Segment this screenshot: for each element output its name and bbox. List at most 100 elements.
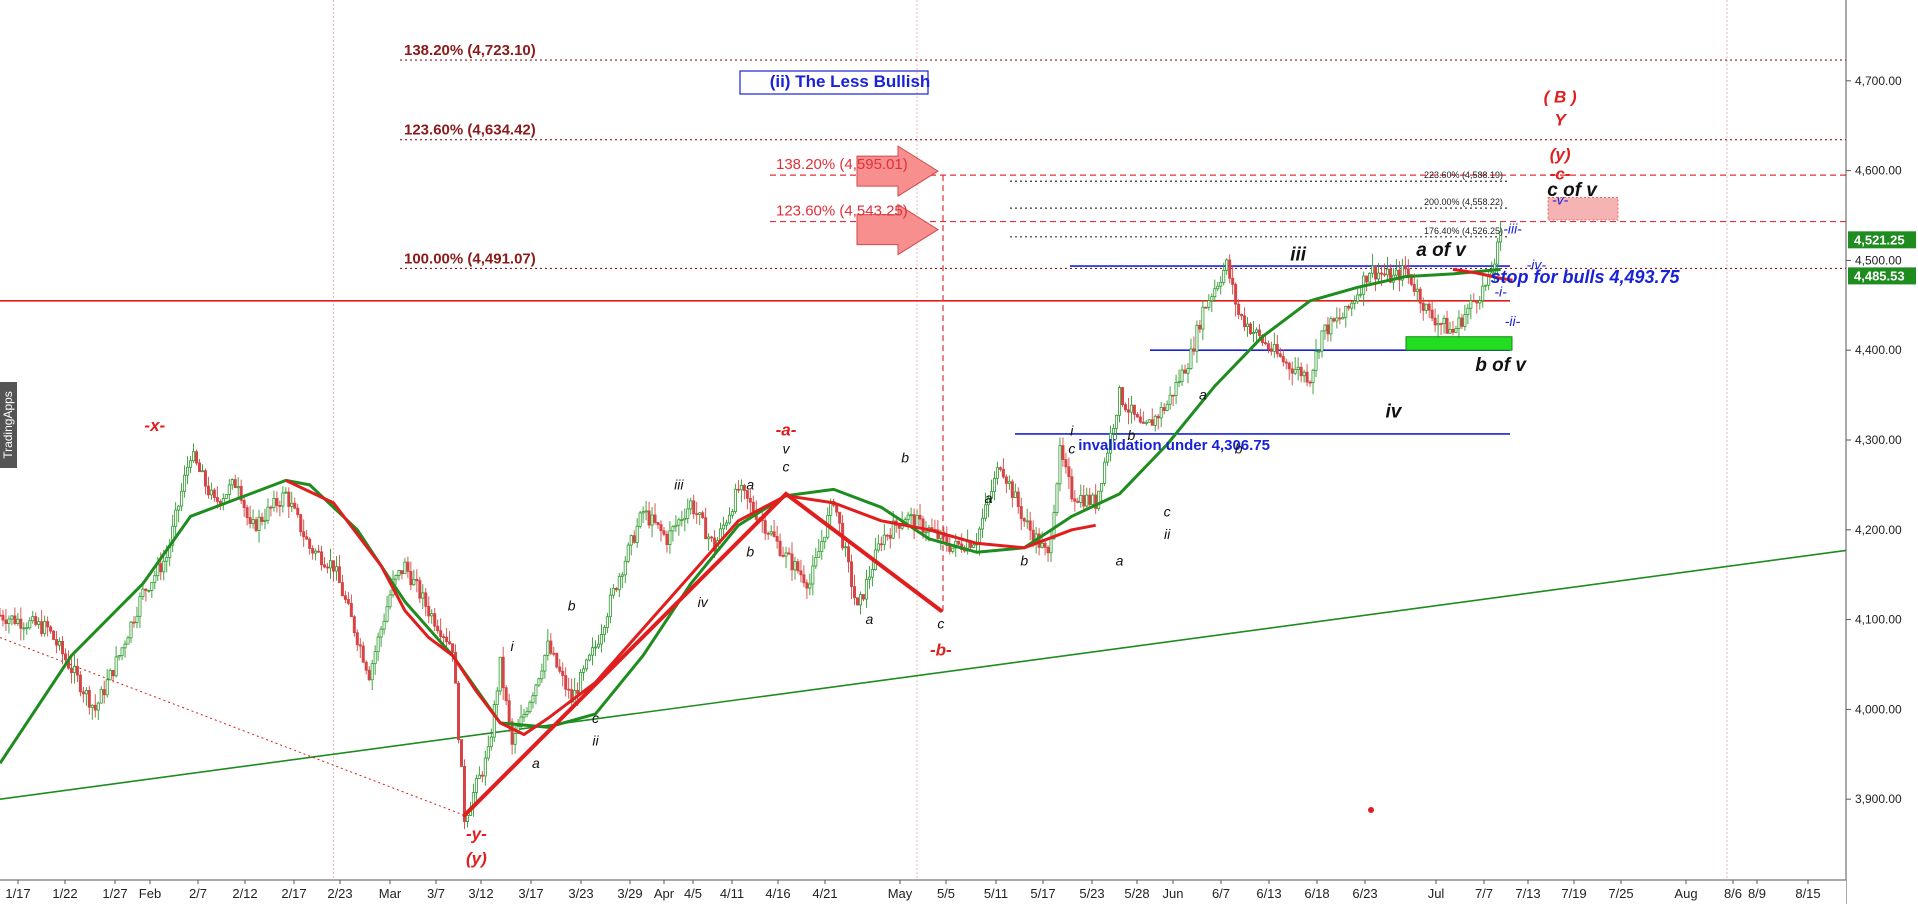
wave-label: -v-: [1552, 192, 1569, 208]
candle-body: [695, 513, 699, 516]
candle-body: [823, 536, 827, 543]
candle-body: [1222, 270, 1226, 283]
candle-body: [75, 666, 79, 676]
candle-body: [677, 519, 681, 526]
candle-body: [388, 594, 392, 608]
candle-body: [1213, 288, 1217, 298]
candle-body: [358, 644, 362, 647]
level-label: 100.00% (4,491.07): [404, 250, 536, 267]
candle-body: [576, 689, 580, 694]
x-tick-label: 7/25: [1608, 886, 1633, 901]
x-tick-label: 3/7: [427, 886, 445, 901]
wave-label: c: [592, 710, 599, 726]
candle-body: [462, 766, 466, 822]
candle-body: [239, 486, 243, 501]
candle-body: [367, 669, 371, 681]
candle-body: [421, 592, 425, 599]
x-tick-label: Aug: [1674, 886, 1697, 901]
candle-body: [751, 501, 755, 512]
candle-body: [480, 774, 484, 777]
candle-body: [433, 613, 437, 627]
candle-body: [1475, 300, 1479, 304]
candle-body: [674, 524, 678, 528]
candle-body: [81, 691, 85, 695]
candle-body: [1275, 344, 1279, 355]
candle-body: [263, 519, 267, 522]
candle-body: [314, 550, 318, 554]
candle-body: [1269, 348, 1273, 352]
candle-body: [1079, 495, 1083, 503]
y-tick-label: 3,900.00: [1855, 792, 1902, 806]
candle-body: [1100, 482, 1104, 492]
candle-body: [126, 637, 130, 645]
candle-body: [1338, 317, 1342, 320]
x-tick-label: 6/23: [1352, 886, 1377, 901]
candle-body: [1257, 329, 1261, 336]
candle-body: [171, 525, 175, 546]
candle-body: [93, 704, 97, 711]
candle-body: [236, 486, 240, 489]
candle-body: [1388, 268, 1392, 283]
candle-body: [1112, 427, 1116, 434]
candle-body: [736, 488, 740, 491]
candle-body: [1320, 330, 1324, 352]
candle-body: [498, 656, 502, 692]
candle-body: [1335, 317, 1339, 322]
candle-body: [352, 616, 356, 634]
candle-body: [1347, 305, 1351, 309]
wave-label: a: [746, 476, 754, 492]
candle-body: [763, 520, 767, 534]
wave-label: c: [783, 458, 790, 474]
candle-body: [620, 574, 624, 577]
candle-body: [1263, 342, 1267, 345]
candle-body: [1448, 328, 1452, 334]
candle-body: [724, 522, 728, 526]
candle-body: [1284, 361, 1288, 364]
candle-body: [635, 525, 639, 543]
candle-body: [272, 497, 276, 508]
candle-body: [1162, 407, 1166, 411]
candle-body: [844, 546, 848, 549]
x-tick-label: 3/29: [617, 886, 642, 901]
candle-body: [1016, 491, 1020, 507]
candle-body: [647, 510, 651, 526]
candle-body: [418, 580, 422, 599]
candle-body: [1344, 305, 1348, 318]
wave-label: a: [1199, 387, 1207, 403]
candle-body: [257, 516, 261, 531]
candle-body: [617, 575, 621, 591]
candle-body: [564, 675, 568, 690]
candle-body: [1043, 542, 1047, 548]
candle-body: [1394, 269, 1398, 276]
candle-body: [302, 531, 306, 538]
candle-body: [84, 690, 88, 695]
candle-body: [888, 534, 892, 539]
candle-body: [373, 651, 377, 665]
candle-body: [772, 531, 776, 537]
candle-body: [1385, 268, 1389, 276]
candle-body: [346, 599, 350, 604]
candle-body: [1430, 309, 1434, 319]
candle-body: [290, 502, 294, 507]
x-tick-label: 7/13: [1515, 886, 1540, 901]
candle-body: [331, 560, 335, 572]
candle-body: [1046, 546, 1050, 554]
level-label: 176.40% (4,526.25): [1424, 226, 1503, 236]
candle-body: [138, 596, 142, 617]
grid-layer: [332, 0, 1728, 880]
candle-body: [1234, 284, 1238, 305]
candle-body: [1332, 318, 1336, 322]
candle-body: [802, 574, 806, 584]
candle-body: [278, 505, 282, 507]
candle-body: [55, 639, 59, 646]
level-label: 123.60% (4,634.42): [404, 122, 536, 139]
wave-label: -ii-: [1505, 313, 1521, 329]
candle-body: [879, 543, 883, 546]
candle-body: [120, 647, 124, 657]
candle-body: [180, 490, 184, 507]
level-label: 223.60% (4,588.19): [1424, 170, 1503, 180]
candle-body: [1350, 302, 1354, 309]
candle-body: [90, 704, 94, 708]
candle-body: [733, 488, 737, 513]
